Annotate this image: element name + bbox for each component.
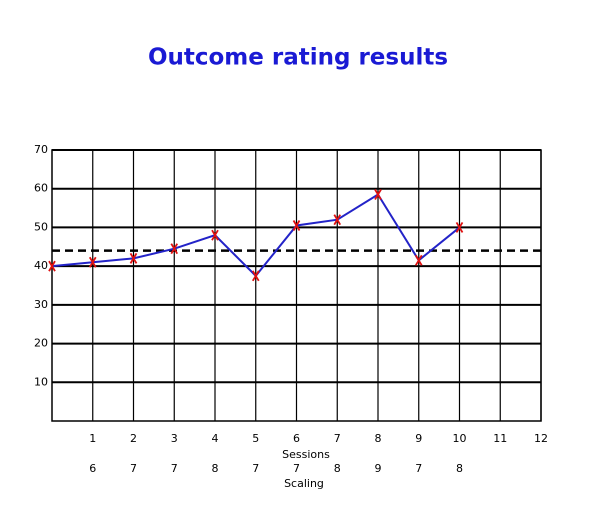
x-axis-label: Sessions [282,448,330,461]
x-tick-label: 3 [171,432,178,445]
chart-title: Outcome rating results [148,45,448,71]
data-marker [48,260,56,272]
scaling-value: 7 [415,462,422,475]
x-tick-label: 2 [130,432,137,445]
x-tick-label: 10 [453,432,467,445]
scaling-value: 7 [130,462,137,475]
y-tick-label: 40 [34,259,48,272]
x-tick-label: 8 [375,432,382,445]
data-marker [211,229,219,241]
x-tick-label: 5 [252,432,259,445]
data-marker [333,214,342,226]
y-tick-label: 20 [34,337,48,350]
y-tick-label: 50 [34,220,48,233]
y-tick-label: 70 [34,143,48,156]
x-tick-label: 6 [293,432,300,445]
scaling-value: 7 [171,462,178,475]
scaling-value: 8 [334,462,341,475]
x-tick-label: 11 [493,432,507,445]
x-tick-label: 7 [334,432,341,445]
x-tick-label: 1 [89,432,96,445]
y-tick-label: 10 [34,375,48,388]
y-tick-label: 60 [34,182,48,195]
data-marker [170,243,179,255]
scaling-value: 7 [293,462,300,475]
data-marker [88,256,97,268]
data-marker [129,252,138,264]
x-tick-label: 9 [415,432,422,445]
data-marker [455,221,464,233]
data-marker [374,189,382,200]
x-tick-label: 4 [212,432,219,445]
data-marker [292,220,301,231]
y-tick-label: 30 [34,298,48,311]
scaling-value: 8 [456,462,463,475]
scaling-value: 6 [89,462,96,475]
data-marker [414,254,423,266]
scaling-value: 7 [252,462,259,475]
scaling-value: 8 [212,462,219,475]
x-tick-label: 12 [534,432,548,445]
scaling-value: 9 [375,462,382,475]
scaling-label: Scaling [284,477,324,490]
data-marker [251,270,260,282]
